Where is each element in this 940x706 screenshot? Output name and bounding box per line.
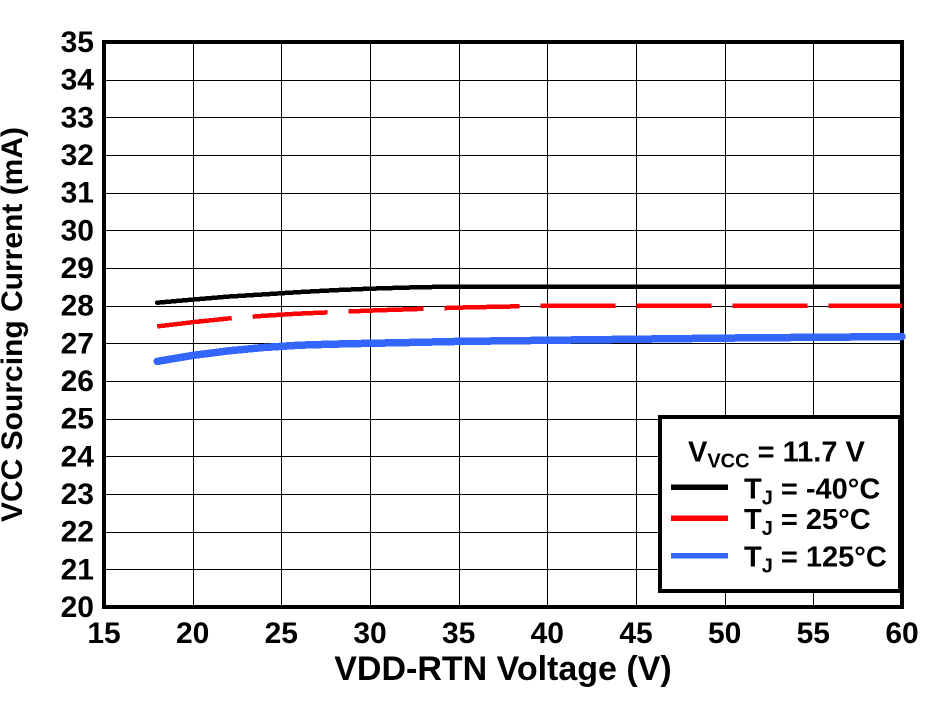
svg-text:32: 32 <box>61 139 94 172</box>
svg-text:24: 24 <box>61 440 95 473</box>
svg-text:45: 45 <box>619 617 652 650</box>
svg-text:28: 28 <box>61 290 94 323</box>
svg-text:20: 20 <box>61 591 94 624</box>
svg-text:30: 30 <box>61 214 94 247</box>
svg-text:29: 29 <box>61 252 94 285</box>
svg-text:20: 20 <box>176 617 209 650</box>
svg-text:60: 60 <box>885 617 918 650</box>
svg-text:40: 40 <box>531 617 564 650</box>
svg-text:35: 35 <box>442 617 475 650</box>
svg-text:35: 35 <box>61 26 94 59</box>
svg-text:50: 50 <box>708 617 741 650</box>
svg-text:25: 25 <box>61 403 94 436</box>
svg-text:33: 33 <box>61 101 94 134</box>
svg-text:27: 27 <box>61 327 94 360</box>
svg-text:23: 23 <box>61 478 94 511</box>
svg-text:55: 55 <box>797 617 830 650</box>
svg-text:31: 31 <box>61 177 94 210</box>
svg-text:25: 25 <box>265 617 298 650</box>
svg-text:21: 21 <box>61 553 94 586</box>
svg-text:26: 26 <box>61 365 94 398</box>
svg-text:22: 22 <box>61 516 94 549</box>
svg-text:VCC Sourcing Current (mA): VCC Sourcing Current (mA) <box>0 127 29 522</box>
svg-text:VDD-RTN Voltage (V): VDD-RTN Voltage (V) <box>334 650 671 688</box>
svg-text:30: 30 <box>353 617 386 650</box>
svg-text:34: 34 <box>61 64 95 97</box>
